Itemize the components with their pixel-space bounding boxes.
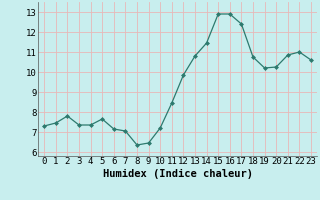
X-axis label: Humidex (Indice chaleur): Humidex (Indice chaleur) [103,169,252,179]
